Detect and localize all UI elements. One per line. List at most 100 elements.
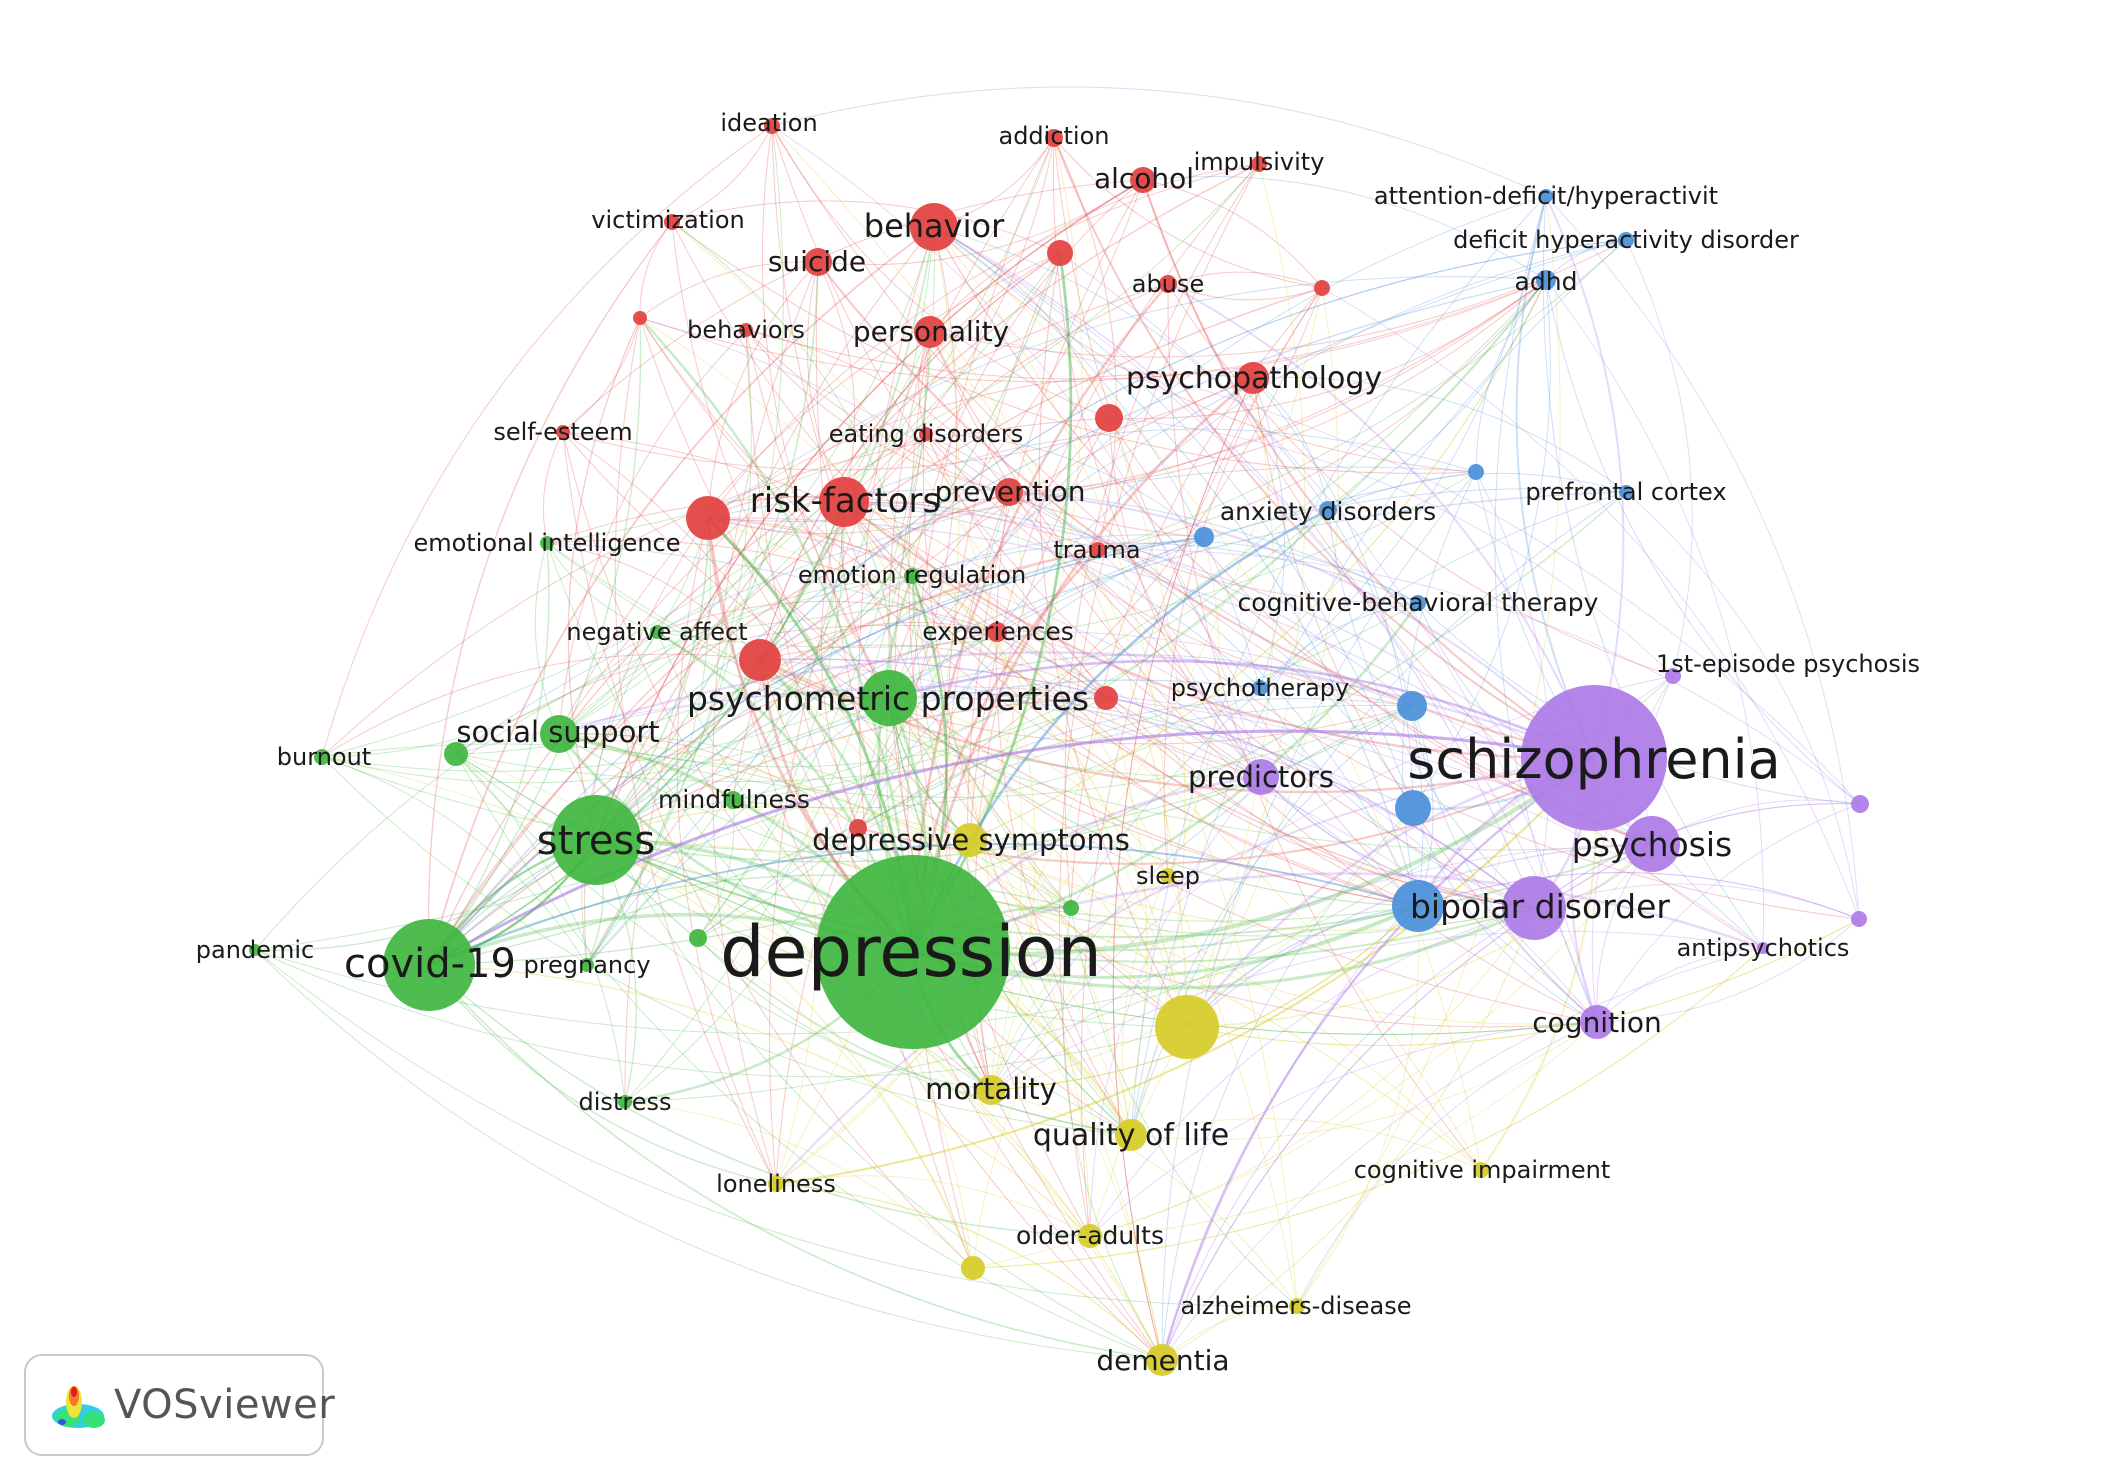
network-link (771, 125, 1653, 845)
node-label-dementia: dementia (1096, 1344, 1229, 1377)
network-link (933, 226, 1329, 511)
network-link (1053, 137, 1595, 759)
node-impulsivity[interactable] (1251, 156, 1267, 172)
node-red-a[interactable] (1047, 240, 1073, 266)
node-social-support[interactable] (540, 715, 578, 753)
node-yellow-b[interactable] (961, 1256, 985, 1280)
network-link (1515, 195, 1595, 759)
node-pandemic[interactable] (249, 944, 261, 956)
network-link (697, 491, 1010, 939)
node-psychosis[interactable] (1624, 816, 1680, 872)
network-link (671, 221, 913, 577)
node-personality[interactable] (914, 316, 946, 348)
node-depressive-symptoms[interactable] (953, 823, 987, 857)
node-behavior[interactable] (910, 203, 958, 251)
node-adhd[interactable] (1536, 270, 1556, 290)
network-link (815, 261, 1163, 1361)
node-predictors[interactable] (1243, 759, 1279, 795)
node-blue-b[interactable] (1194, 527, 1214, 547)
network-link (1545, 195, 1625, 759)
node-stress[interactable] (551, 795, 641, 885)
node-blue-a[interactable] (1468, 464, 1484, 480)
node-negative-affect[interactable] (650, 625, 664, 639)
node-emotion-regulation[interactable] (904, 568, 920, 584)
node-distress[interactable] (618, 1095, 632, 1109)
node-victimization[interactable] (664, 214, 680, 230)
node-red-e[interactable] (686, 496, 730, 540)
node-red-h[interactable] (849, 819, 867, 837)
network-link (771, 86, 1547, 197)
node-cognition[interactable] (1580, 1005, 1614, 1039)
node-green-b[interactable] (689, 929, 707, 947)
node-covid-19[interactable] (383, 919, 475, 1011)
network-link (707, 276, 1547, 519)
node-green-c[interactable] (1063, 900, 1079, 916)
network-link (857, 287, 1323, 829)
node-prefrontal-cortex[interactable] (1619, 485, 1633, 499)
node-red-b[interactable] (1314, 280, 1330, 296)
network-link (428, 279, 1547, 966)
node-emotional-intelligence[interactable] (540, 536, 554, 550)
node-abuse[interactable] (1159, 275, 1177, 293)
node-alzheimers-disease[interactable] (1289, 1298, 1305, 1314)
node-loneliness[interactable] (768, 1176, 784, 1192)
network-link (639, 279, 1547, 383)
node-schizophrenia[interactable] (1521, 685, 1667, 831)
node-self-esteem[interactable] (556, 425, 570, 439)
node-deficit-hyperactivity-disorder[interactable] (1618, 232, 1634, 248)
node-red-d[interactable] (1095, 404, 1123, 432)
node-red-c[interactable] (633, 311, 647, 325)
node-red-g[interactable] (1094, 686, 1118, 710)
node-blue-c[interactable] (1397, 691, 1427, 721)
node-dementia[interactable] (1146, 1344, 1178, 1376)
node-purple-c[interactable] (1502, 876, 1566, 940)
node-bipolar-disorder[interactable] (1392, 880, 1444, 932)
network-link (707, 517, 1419, 907)
node-cognitive-impairment[interactable] (1473, 1162, 1489, 1178)
network-link (732, 509, 1329, 801)
node-antipsychotics[interactable] (1757, 942, 1769, 954)
node-yellow-a[interactable] (1155, 995, 1219, 1059)
node-blue-d[interactable] (1395, 790, 1431, 826)
node-behaviors[interactable] (739, 323, 753, 337)
network-link (1070, 491, 1627, 909)
network-link (911, 252, 1073, 953)
network-link (933, 226, 1653, 845)
network-link (428, 491, 1627, 966)
node-addiction[interactable] (1045, 129, 1063, 147)
node-cognitive-behavioral-therapy[interactable] (1410, 595, 1426, 611)
node-trauma[interactable] (1090, 542, 1106, 558)
node-green-a[interactable] (444, 742, 468, 766)
node-ideation[interactable] (764, 118, 780, 134)
node-psychotherapy[interactable] (1252, 680, 1268, 696)
node-purple-a[interactable] (1851, 795, 1869, 813)
node-eating-disorders[interactable] (919, 427, 933, 441)
node-mindfulness[interactable] (724, 791, 742, 809)
network-link (888, 697, 1419, 907)
network-link (990, 875, 1169, 1091)
network-link (624, 331, 931, 1103)
node-1st-episode-psychosis[interactable] (1665, 668, 1681, 684)
node-older-adults[interactable] (1078, 1224, 1102, 1248)
node-suicide[interactable] (804, 248, 832, 276)
node-alcohol[interactable] (1130, 167, 1156, 193)
node-anxiety-disorders[interactable] (1319, 501, 1337, 519)
node-depression[interactable] (816, 855, 1010, 1049)
node-red-f[interactable] (739, 639, 781, 681)
node-burnout[interactable] (314, 749, 330, 765)
node-risk-factors[interactable] (819, 477, 869, 527)
node-mortality[interactable] (976, 1075, 1006, 1105)
node-quality-of-life[interactable] (1115, 1119, 1147, 1151)
network-link (1008, 491, 1419, 907)
node-pregnancy[interactable] (580, 958, 594, 972)
node-purple-b[interactable] (1851, 911, 1867, 927)
network-link (558, 137, 1055, 735)
network-link (1052, 137, 1262, 778)
network-link (428, 843, 1419, 966)
node-prevention[interactable] (995, 478, 1023, 506)
node-experiences[interactable] (987, 622, 1007, 642)
node-psychometric-properties[interactable] (861, 670, 917, 726)
node-sleep[interactable] (1160, 868, 1176, 884)
node-attention-deficit[interactable] (1539, 189, 1553, 203)
node-psychopathology[interactable] (1237, 362, 1269, 394)
